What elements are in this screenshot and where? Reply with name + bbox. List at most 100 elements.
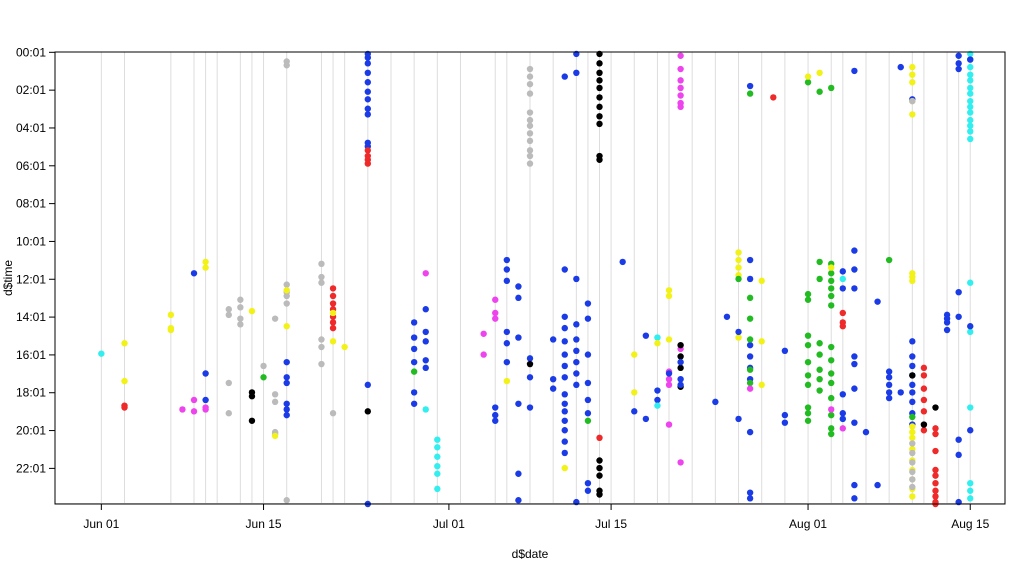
data-point xyxy=(364,69,372,77)
data-point xyxy=(932,425,939,432)
data-point xyxy=(758,277,765,285)
data-point xyxy=(492,315,499,322)
data-point xyxy=(828,430,835,438)
data-point xyxy=(283,62,290,69)
data-point xyxy=(584,479,592,487)
data-point xyxy=(283,323,290,330)
data-point xyxy=(885,389,893,396)
data-point xyxy=(654,387,661,394)
data-point xyxy=(804,417,812,424)
data-point xyxy=(967,109,974,116)
data-point xyxy=(329,285,337,292)
y-tick-label: 18:01 xyxy=(16,386,46,400)
data-point xyxy=(885,368,893,375)
data-point xyxy=(885,374,893,381)
data-point xyxy=(967,328,974,336)
data-point xyxy=(932,493,939,500)
data-point xyxy=(434,485,441,493)
data-point xyxy=(885,256,893,264)
data-point xyxy=(237,315,244,322)
data-point xyxy=(364,147,372,154)
data-point xyxy=(746,90,754,97)
data-point xyxy=(526,130,534,137)
data-point xyxy=(909,449,916,457)
data-point xyxy=(318,343,325,351)
data-point xyxy=(955,52,962,59)
data-point xyxy=(515,497,522,504)
x-tick-label: Jun 15 xyxy=(246,517,282,531)
data-point xyxy=(410,389,418,396)
data-point xyxy=(584,396,592,404)
data-point xyxy=(341,343,348,351)
data-point xyxy=(654,334,661,341)
data-point xyxy=(364,60,372,67)
data-point xyxy=(492,417,499,424)
data-point xyxy=(932,466,939,474)
data-point xyxy=(909,389,916,396)
data-point xyxy=(967,97,974,105)
data-point xyxy=(735,256,742,264)
data-point xyxy=(526,147,534,154)
data-point xyxy=(816,375,823,383)
data-point xyxy=(329,309,337,317)
data-point xyxy=(828,277,835,285)
data-point xyxy=(665,292,673,300)
y-tick-label: 14:01 xyxy=(16,310,46,324)
data-point xyxy=(434,444,441,451)
data-point xyxy=(318,336,325,343)
data-point xyxy=(967,56,974,63)
data-point xyxy=(851,247,858,254)
data-point xyxy=(746,294,754,302)
data-point xyxy=(121,377,128,385)
data-point xyxy=(237,321,244,328)
data-point xyxy=(746,385,754,392)
data-point xyxy=(943,326,951,334)
data-point xyxy=(897,63,904,71)
data-point xyxy=(364,381,372,389)
data-point xyxy=(283,400,290,407)
data-point xyxy=(561,338,568,345)
data-point xyxy=(735,415,742,423)
data-point xyxy=(851,419,858,426)
data-point xyxy=(967,135,974,143)
data-point xyxy=(503,377,511,385)
data-point xyxy=(828,343,835,351)
data-point xyxy=(851,285,858,292)
data-point xyxy=(237,304,244,311)
data-point xyxy=(364,111,372,118)
data-point xyxy=(909,476,916,483)
data-point xyxy=(677,353,684,360)
data-point xyxy=(410,400,418,407)
data-point xyxy=(874,481,881,489)
data-point xyxy=(549,385,557,392)
data-point xyxy=(515,400,522,407)
data-point xyxy=(746,341,754,349)
data-point xyxy=(828,292,835,300)
data-point xyxy=(932,479,939,487)
data-point xyxy=(909,97,916,105)
x-tick-label: Jul 01 xyxy=(433,517,465,531)
data-point xyxy=(839,275,847,283)
data-point xyxy=(573,347,580,355)
data-point xyxy=(526,73,534,80)
data-point xyxy=(746,366,754,373)
data-point xyxy=(955,313,962,320)
data-point xyxy=(410,334,418,341)
data-point xyxy=(190,396,198,404)
data-point xyxy=(967,404,974,411)
data-point xyxy=(677,364,684,372)
data-point xyxy=(816,275,823,283)
data-point xyxy=(260,362,267,370)
y-tick-label: 04:01 xyxy=(16,121,46,135)
data-point xyxy=(804,79,812,86)
data-point xyxy=(735,328,742,336)
data-point xyxy=(526,109,534,116)
data-point xyxy=(434,462,441,470)
data-point xyxy=(746,256,754,264)
data-point xyxy=(909,423,916,430)
data-point xyxy=(329,319,337,326)
data-point xyxy=(955,288,962,296)
data-point xyxy=(828,270,835,277)
data-point xyxy=(920,396,928,404)
data-point xyxy=(283,358,290,366)
